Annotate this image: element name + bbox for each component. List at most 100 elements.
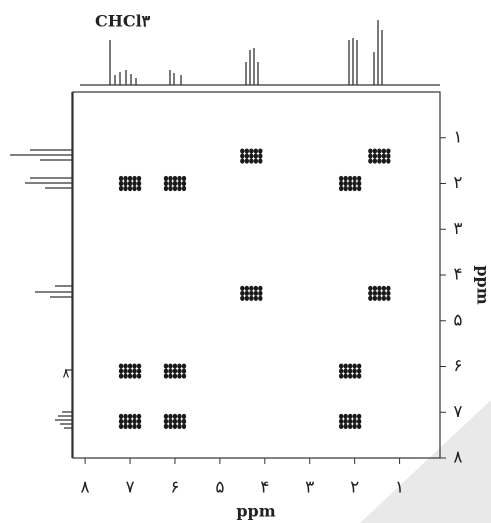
peak-dot	[343, 423, 348, 429]
peak-dot	[368, 158, 373, 164]
x-tick-label: ۴	[260, 478, 269, 498]
peak-dot	[127, 413, 133, 419]
peak-dot	[181, 175, 187, 182]
peak-dot	[127, 180, 133, 187]
x-tick-label: ۱	[395, 478, 404, 498]
peak-dot	[343, 185, 348, 192]
peak-dot	[163, 180, 169, 187]
y-tick-label: ۳	[453, 219, 462, 239]
peak-dot	[118, 368, 124, 374]
peak-dot	[172, 368, 178, 374]
y-tick-label: ۱	[453, 127, 462, 147]
peak-dot	[172, 373, 178, 379]
peak-dot	[253, 295, 259, 301]
peak-dot	[338, 185, 344, 192]
peak-dot	[177, 413, 182, 419]
peak-dot	[163, 185, 169, 192]
cross-peak	[338, 363, 362, 379]
peak-dot	[352, 175, 357, 182]
peak-dot	[386, 290, 391, 296]
peak-dot	[244, 153, 250, 159]
peak-dot	[163, 368, 169, 374]
cross-peak	[118, 363, 142, 379]
peak-dot	[377, 285, 382, 291]
peak-dot	[118, 418, 124, 424]
cross-peak	[163, 413, 187, 429]
peak-dot	[372, 148, 378, 154]
peak-dot	[123, 363, 128, 369]
peak-dot	[127, 175, 133, 182]
peak-dot	[168, 373, 173, 379]
peak-dot	[258, 290, 263, 296]
peak-dot	[253, 158, 259, 164]
peak-dot	[181, 180, 187, 187]
peak-dot	[381, 153, 387, 159]
peak-dot	[240, 153, 245, 159]
peak-dot	[356, 175, 362, 182]
peak-dot	[123, 180, 128, 187]
peak-dot	[172, 175, 178, 182]
peak-dot	[352, 418, 357, 424]
peak-dot	[338, 175, 344, 182]
peak-dot	[356, 418, 362, 424]
peak-dot	[177, 373, 182, 379]
peak-dot	[132, 423, 137, 429]
x-tick-label: ۳	[305, 478, 314, 498]
left-projection	[10, 92, 73, 458]
x-tick-label: ۸	[81, 478, 90, 498]
peak-dot	[123, 413, 128, 419]
peak-dot	[181, 185, 187, 192]
peak-dot	[181, 413, 187, 419]
peak-dot	[132, 413, 137, 419]
peak-dot	[338, 423, 344, 429]
peak-dot	[347, 175, 353, 182]
peak-dot	[372, 290, 378, 296]
peak-dot	[338, 373, 344, 379]
peak-dot	[132, 185, 137, 192]
peak-dot	[177, 180, 182, 187]
peak-dot	[136, 175, 142, 182]
peak-dot	[244, 158, 250, 164]
peak-dot	[123, 418, 128, 424]
cross-peak	[368, 285, 391, 301]
peak-dot	[352, 373, 357, 379]
peak-dot	[132, 418, 137, 424]
peak-dot	[368, 153, 373, 159]
peak-dot	[172, 413, 178, 419]
peak-dot	[368, 285, 373, 291]
peak-dot	[240, 285, 245, 291]
peak-dot	[381, 290, 387, 296]
peak-dot	[172, 418, 178, 424]
peak-dot	[356, 423, 362, 429]
peak-dot	[338, 180, 344, 187]
cross-peak	[338, 175, 362, 192]
peak-dot	[132, 368, 137, 374]
peak-dot	[118, 363, 124, 369]
peak-dot	[127, 418, 133, 424]
peak-dot	[240, 158, 245, 164]
peak-dot	[123, 175, 128, 182]
peak-dot	[181, 368, 187, 374]
annotation: CHCl۳	[95, 12, 151, 31]
peak-dot	[377, 148, 382, 154]
peak-dot	[253, 290, 259, 296]
peak-dot	[253, 148, 259, 154]
peak-dot	[172, 363, 178, 369]
peak-dot	[132, 363, 137, 369]
x-tick-label: ۶	[170, 478, 179, 498]
peak-dot	[244, 290, 250, 296]
peak-dot	[347, 180, 353, 187]
cross-peak	[163, 363, 187, 379]
peak-dot	[352, 363, 357, 369]
peak-dot	[240, 295, 245, 301]
peak-dot	[168, 413, 173, 419]
peak-dot	[343, 368, 348, 374]
peak-dot	[372, 295, 378, 301]
cross-peak	[118, 413, 142, 429]
peak-dot	[136, 413, 142, 419]
peak-dot	[118, 185, 124, 192]
peak-dot	[253, 285, 259, 291]
peak-dot	[127, 423, 133, 429]
cross-peak	[163, 175, 187, 192]
peak-dot	[172, 185, 178, 192]
